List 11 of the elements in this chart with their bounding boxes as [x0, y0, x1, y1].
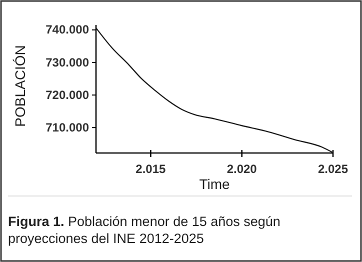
x-tick-label: 2.020 [226, 162, 258, 176]
y-tick-label: 730.000 [46, 55, 90, 70]
text: Figura 1. Población menor de 15 años según proyecciones del INE 2012-2025 [8, 214, 280, 246]
line-series [95, 27, 334, 154]
x-axis-title: Time [199, 176, 230, 192]
y-tick-label: 720.000 [46, 88, 90, 102]
x-tick-label: 2.015 [136, 162, 166, 176]
y-tick-label: 710.000 [46, 120, 90, 134]
y-tick-label: 740.000 [46, 22, 90, 37]
x-tick-label: 2.025 [318, 162, 348, 176]
y-axis-title: POBLACIÓN [12, 45, 28, 127]
